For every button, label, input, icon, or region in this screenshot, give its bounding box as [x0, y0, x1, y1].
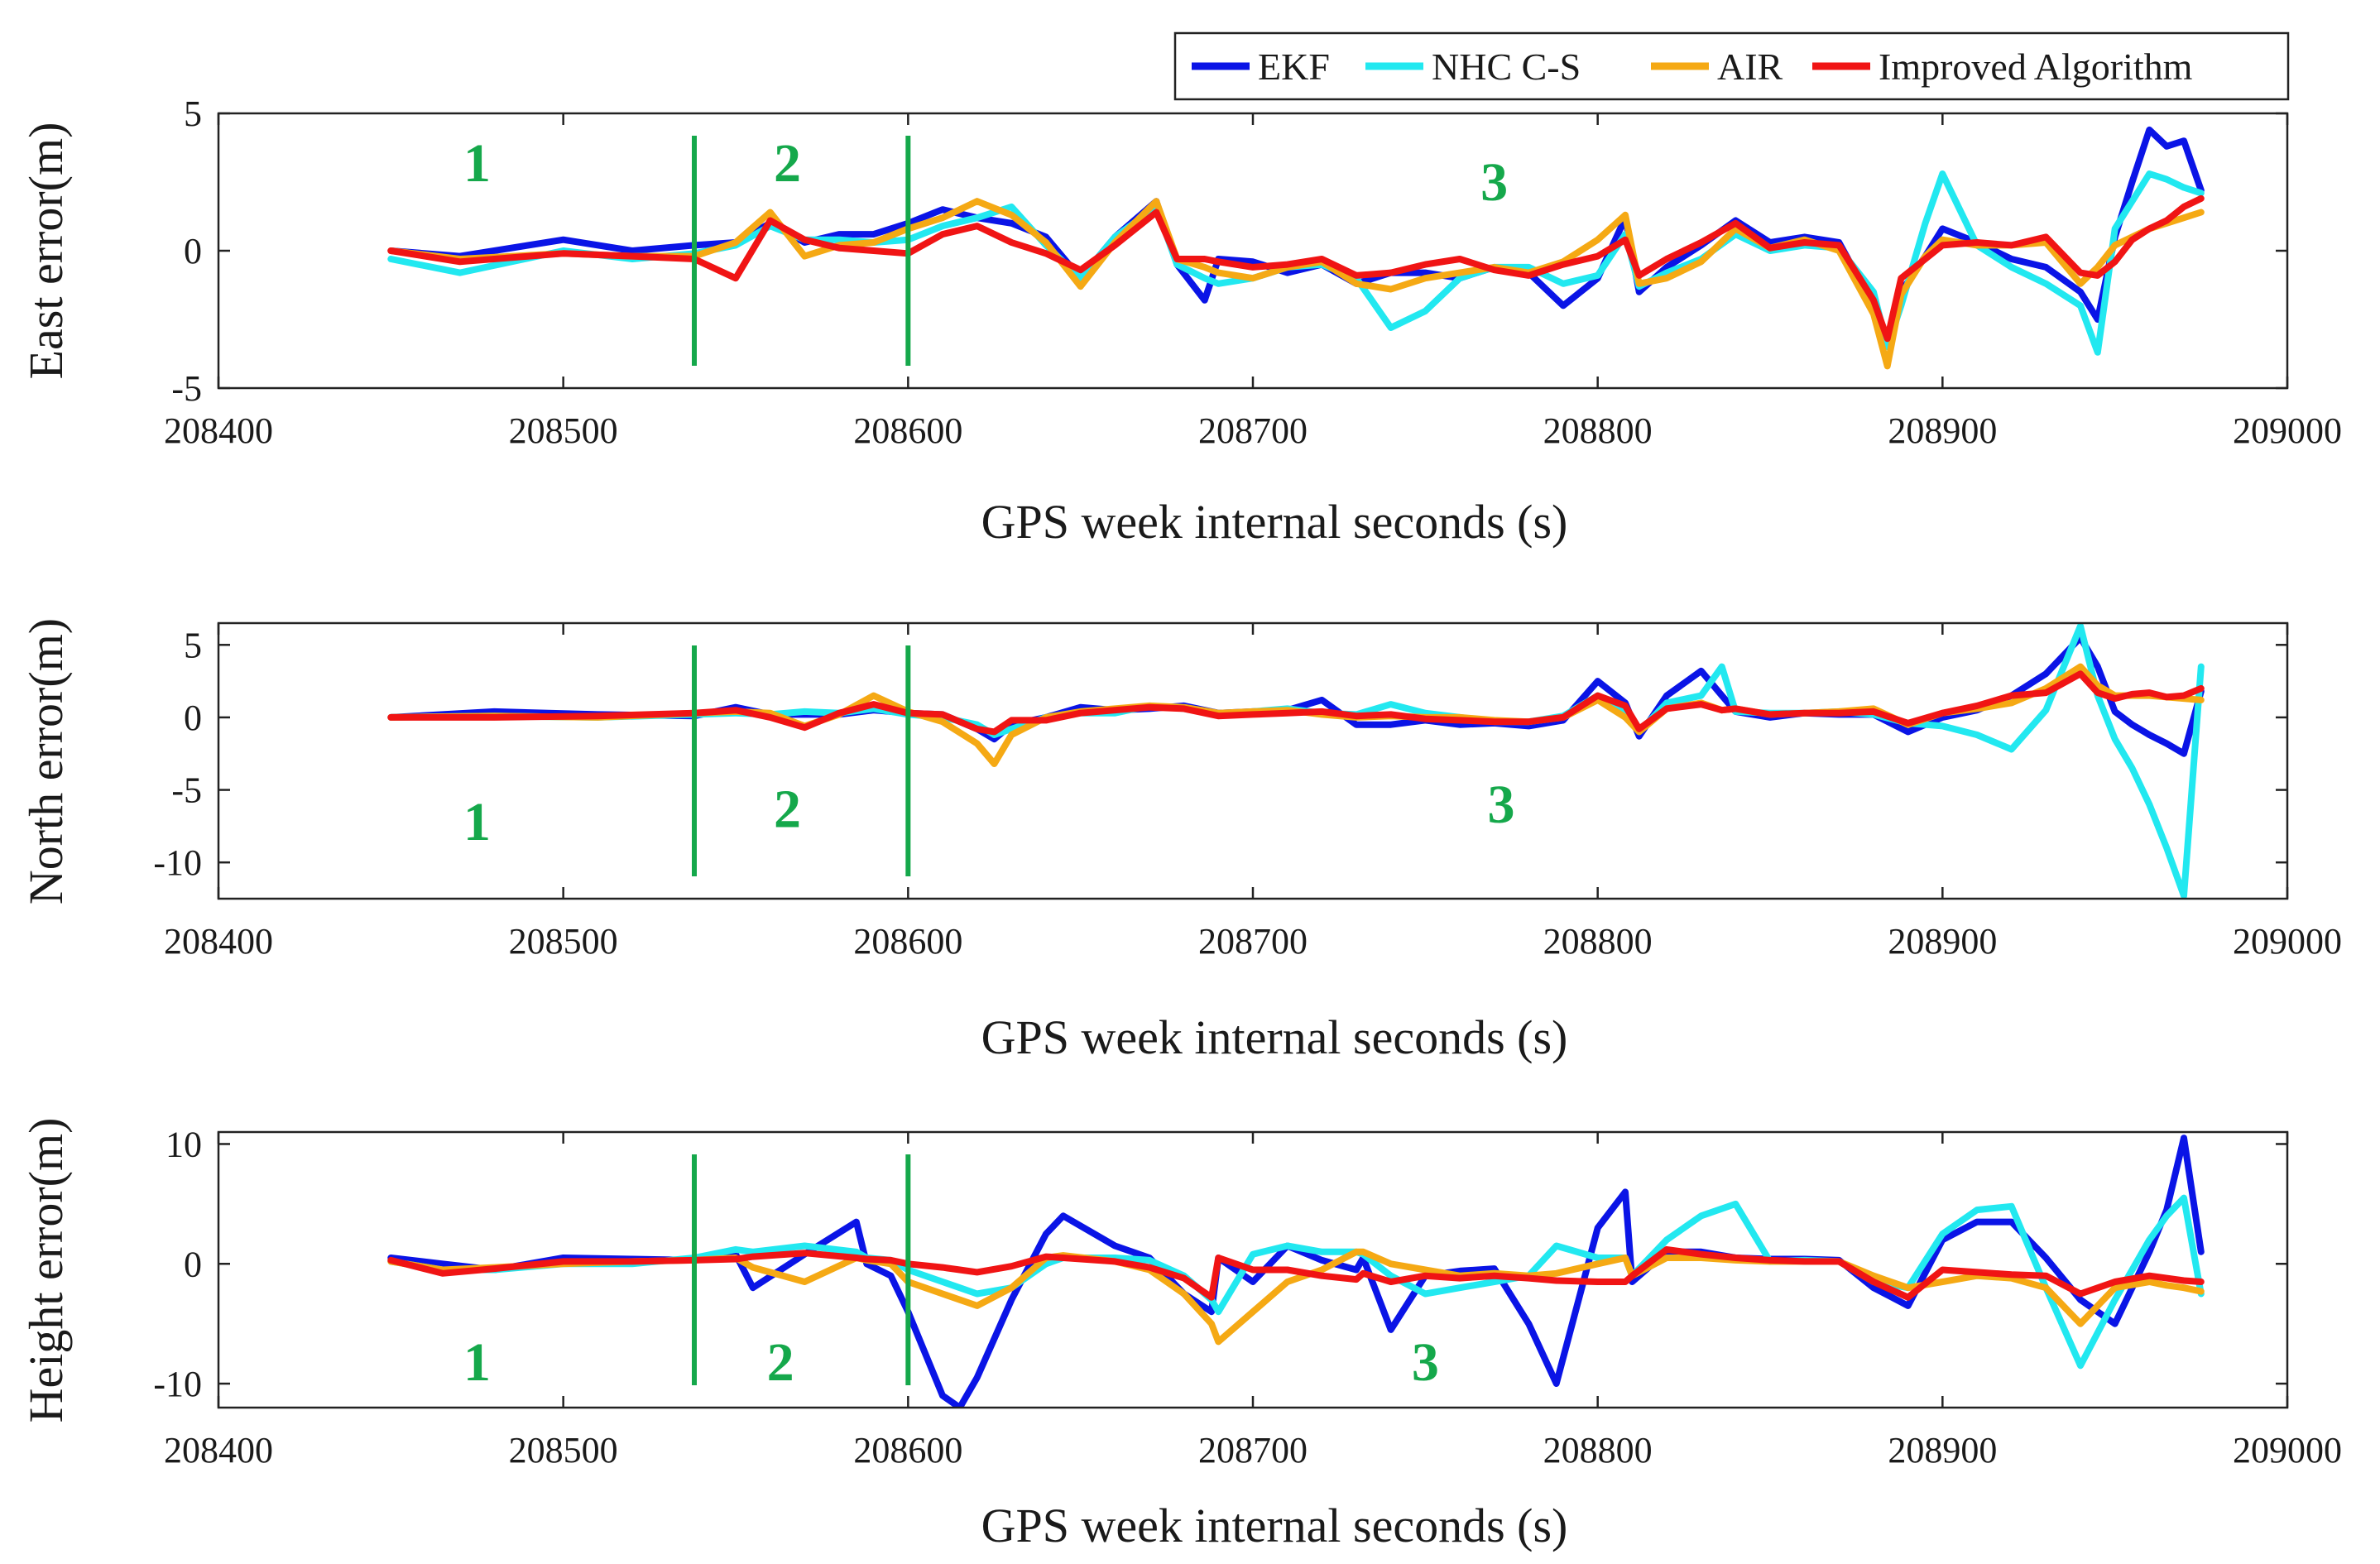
- north-error-panel: 1 2 3 208400 208500 208600 208700 208800 208900…: [19, 618, 2342, 1064]
- x-tick-label: 208700: [1198, 921, 1308, 962]
- x-tick-label: 208600: [853, 1430, 962, 1470]
- segment-label-1: 1: [463, 792, 491, 852]
- legend-label-nhc-cs: NHC C-S: [1432, 46, 1581, 88]
- segment-label-3: 3: [1412, 1332, 1439, 1393]
- plot-area: 1 2 3: [387, 623, 2205, 899]
- x-tick-label: 208900: [1888, 410, 1997, 451]
- series-line-improved-algorithm: [387, 670, 2205, 736]
- x-tick-label: 208500: [509, 410, 618, 451]
- x-tick-label: 208400: [164, 921, 273, 962]
- segment-label-1: 1: [463, 1332, 491, 1393]
- x-tick-label: 209000: [2233, 1430, 2342, 1470]
- y-tick-label: 10: [166, 1124, 202, 1164]
- legend: EKF NHC C-S AIR Improved Algorithm: [1173, 31, 2290, 101]
- y-tick-label: 0: [184, 698, 202, 738]
- x-tick-label: 208600: [853, 410, 962, 451]
- x-tick-label: 208800: [1543, 1430, 1653, 1470]
- series-line-nhc-c-s: [387, 623, 2205, 899]
- x-tick-label: 208500: [509, 921, 618, 962]
- y-axis-label: East error(m): [19, 122, 73, 380]
- x-axis-label: GPS week internal seconds (s): [981, 1499, 1568, 1552]
- ticks: 208400 208500 208600 208700 208800 208900 2090…: [164, 94, 2342, 451]
- series-line-ekf: [387, 1135, 2205, 1408]
- x-tick-label: 208400: [164, 410, 273, 451]
- segment-label-1: 1: [463, 133, 491, 194]
- y-tick-label: 0: [184, 1244, 202, 1284]
- plot-area: 1 2 3: [387, 1135, 2205, 1408]
- legend-label-improved: Improved Algorithm: [1879, 46, 2193, 88]
- legend-entry-air: AIR: [1651, 46, 1783, 88]
- axes-frame: [217, 112, 2289, 390]
- x-tick-label: 208800: [1543, 410, 1653, 451]
- legend-label-ekf: EKF: [1258, 46, 1330, 88]
- y-tick-label: 5: [184, 625, 202, 665]
- y-tick-label: -5: [171, 368, 202, 409]
- series-line-ekf: [387, 126, 2205, 345]
- legend-box: [1173, 31, 2290, 101]
- segment-label-3: 3: [1480, 152, 1508, 213]
- x-tick-label: 208900: [1888, 921, 1997, 962]
- legend-entry-improved: Improved Algorithm: [1812, 46, 2193, 88]
- axes-frame: [217, 621, 2289, 900]
- x-tick-label: 208400: [164, 1430, 273, 1470]
- y-tick-label: -5: [171, 770, 202, 811]
- height-error-panel: 1 2 3 208400 208500 208600 208700 208800 208900…: [19, 1118, 2342, 1552]
- y-tick-label: -10: [153, 1364, 202, 1404]
- x-tick-label: 208900: [1888, 1430, 1997, 1470]
- y-axis-label: Height error(m): [19, 1118, 73, 1423]
- legend-label-air: AIR: [1717, 46, 1783, 88]
- series-line-improved-algorithm: [387, 1245, 2205, 1301]
- legend-entry-nhc-cs: NHC C-S: [1365, 46, 1581, 88]
- series-line-air: [387, 198, 2205, 370]
- segment-label-3: 3: [1488, 775, 1515, 835]
- y-tick-label: -10: [153, 842, 202, 883]
- plot-area: 1 2 3: [387, 126, 2205, 370]
- legend-entry-ekf: EKF: [1192, 46, 1330, 88]
- ticks: 208400 208500 208600 208700 208800 208900 2090…: [153, 623, 2342, 962]
- x-axis-label: GPS week internal seconds (s): [981, 1010, 1568, 1064]
- x-tick-label: 208600: [853, 921, 962, 962]
- x-axis-label: GPS week internal seconds (s): [981, 495, 1568, 549]
- x-tick-label: 209000: [2233, 410, 2342, 451]
- x-tick-label: 208700: [1198, 410, 1308, 451]
- series-line-ekf: [387, 634, 2205, 757]
- segment-label-2: 2: [767, 1332, 794, 1393]
- y-axis-label: North error(m): [19, 618, 73, 904]
- east-error-panel: 1 2 3 208400 208500 208600 208700 208800 208900…: [19, 94, 2342, 549]
- ticks: 208400 208500 208600 208700 208800 208900 2090…: [153, 1124, 2342, 1470]
- x-tick-label: 208800: [1543, 921, 1653, 962]
- segment-label-2: 2: [774, 133, 801, 194]
- x-tick-label: 208700: [1198, 1430, 1308, 1470]
- segment-label-2: 2: [774, 779, 801, 839]
- series-line-improved-algorithm: [387, 194, 2205, 343]
- y-tick-label: 5: [184, 94, 202, 134]
- x-tick-label: 209000: [2233, 921, 2342, 962]
- x-tick-label: 208500: [509, 1430, 618, 1470]
- y-tick-label: 0: [184, 231, 202, 271]
